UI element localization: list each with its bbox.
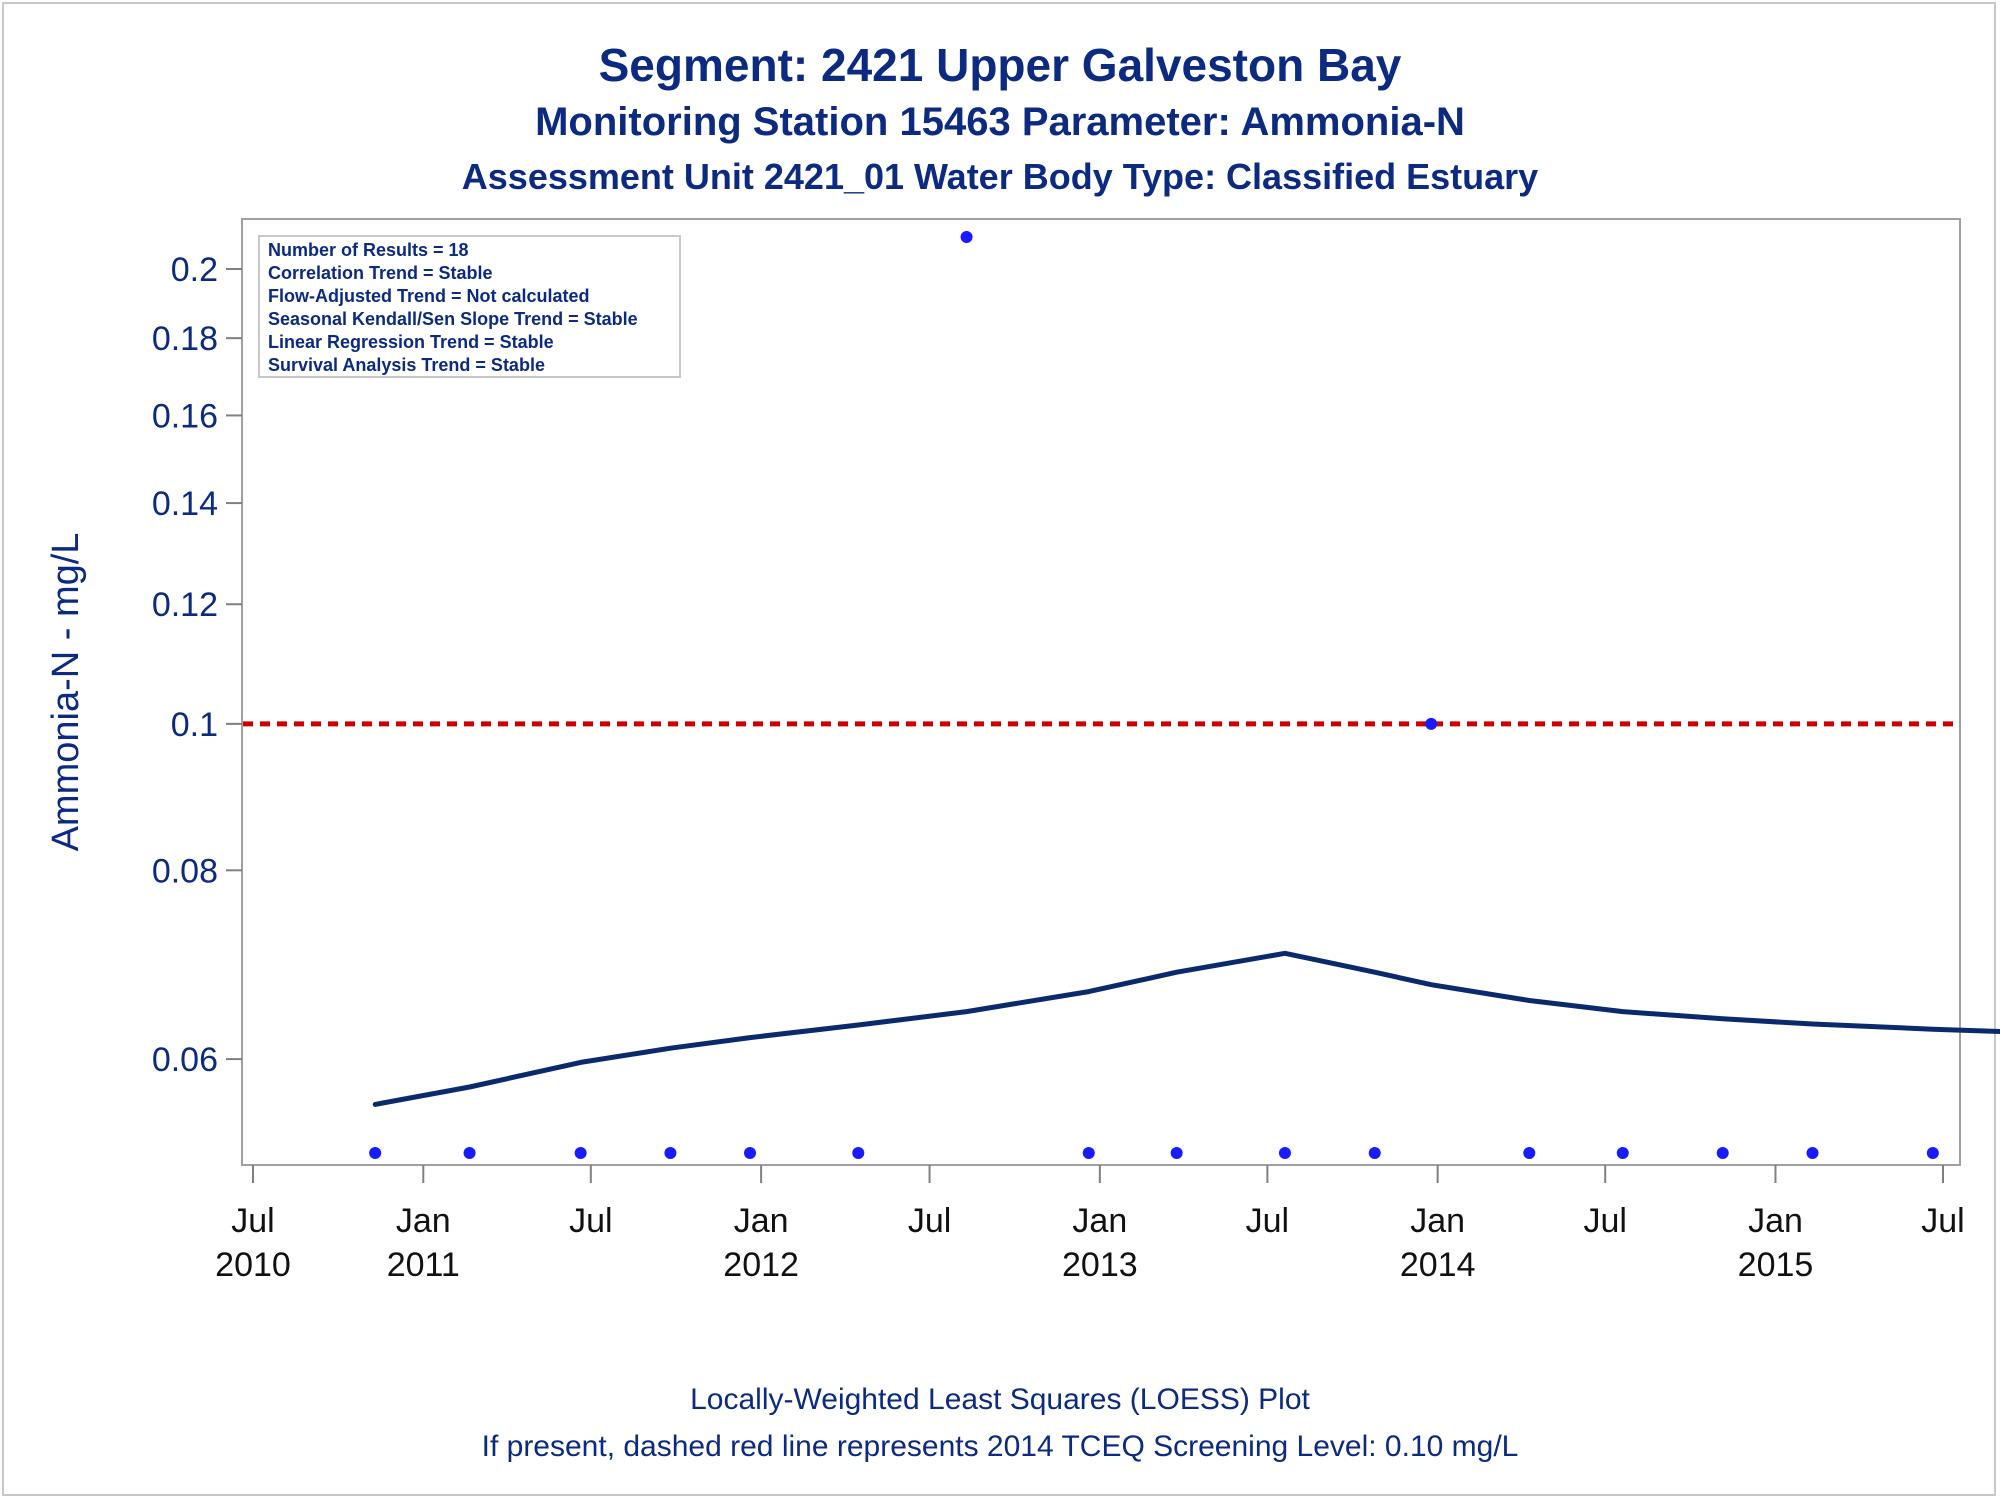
x-tick-year: 2011: [387, 1246, 460, 1284]
chart-subtitle-assessment: Assessment Unit 2421_01 Water Body Type:…: [461, 156, 1539, 197]
y-tick-label: 0.08: [152, 852, 218, 890]
y-tick-label: 0.18: [152, 320, 218, 358]
y-tick-label: 0.06: [152, 1041, 218, 1079]
loess-curve: [372, 950, 2000, 1107]
y-axis: 0.06 0.08 0.1 0.12 0.14 0.16 0.18 0.2: [152, 251, 242, 1079]
x-tick-year: 2015: [1738, 1246, 1814, 1284]
data-point: [369, 1147, 382, 1159]
info-box-line: Correlation Trend = Stable: [268, 263, 493, 283]
data-point: [1716, 1147, 1729, 1159]
data-point: [1368, 1147, 1381, 1159]
data-point: [1806, 1147, 1819, 1159]
x-tick-month: Jan: [734, 1202, 789, 1240]
x-tick-month: Jan: [1410, 1202, 1465, 1240]
points-layer: [369, 231, 1939, 1159]
loess-layer: [372, 950, 2000, 1107]
x-tick-month: Jul: [1246, 1202, 1289, 1240]
chart-title: Segment: 2421 Upper Galveston Bay: [598, 39, 1402, 91]
x-tick-month: Jan: [1072, 1202, 1127, 1240]
data-point: [1523, 1147, 1536, 1159]
y-tick-label: 0.14: [152, 485, 218, 523]
data-point: [1082, 1147, 1095, 1159]
info-box-line: Number of Results = 18: [268, 240, 469, 260]
x-tick-year: 2014: [1400, 1246, 1476, 1284]
x-tick-month: Jul: [231, 1202, 274, 1240]
x-tick-month: Jan: [396, 1202, 451, 1240]
trend-info-box: Number of Results = 18 Correlation Trend …: [258, 235, 681, 378]
data-point: [463, 1147, 476, 1159]
info-box-line: Survival Analysis Trend = Stable: [268, 355, 545, 375]
data-point: [1170, 1147, 1183, 1159]
x-tick-month: Jul: [1583, 1202, 1626, 1240]
y-tick-label: 0.16: [152, 397, 218, 435]
footnote-screening: If present, dashed red line represents 2…: [481, 1430, 1519, 1463]
x-tick-year: 2012: [723, 1246, 799, 1284]
data-point: [574, 1147, 587, 1159]
info-box-line: Linear Regression Trend = Stable: [268, 332, 554, 352]
info-box-line: Seasonal Kendall/Sen Slope Trend = Stabl…: [268, 309, 638, 329]
data-point: [852, 1147, 865, 1159]
data-point: [1926, 1147, 1939, 1159]
x-tick-year: 2010: [215, 1246, 291, 1284]
chart-subtitle-station: Monitoring Station 15463 Parameter: Ammo…: [535, 100, 1465, 144]
data-point: [1278, 1147, 1291, 1159]
data-point: [1425, 717, 1438, 730]
footnote-loess: Locally-Weighted Least Squares (LOESS) P…: [690, 1383, 1310, 1416]
x-axis: Jul 2010 Jan 2011 Jul Jan 2012 Jul Jan 2013 Jul Jan…: [215, 1165, 1965, 1284]
x-tick-year: 2013: [1062, 1246, 1138, 1284]
info-box-border: [258, 235, 681, 378]
x-tick-month: Jan: [1748, 1202, 1803, 1240]
y-tick-label: 0.12: [152, 586, 218, 624]
y-axis-label: Ammonia-N - mg/L: [45, 533, 87, 852]
y-tick-label: 0.2: [171, 251, 218, 289]
data-point: [744, 1147, 757, 1159]
plot-area: [241, 218, 1961, 1166]
x-tick-month: Jul: [1921, 1202, 1964, 1240]
x-tick-month: Jul: [908, 1202, 951, 1240]
data-point: [1616, 1147, 1629, 1159]
y-tick-label: 0.1: [171, 706, 218, 744]
data-point: [664, 1147, 677, 1159]
data-point: [960, 231, 973, 243]
info-box-line: Flow-Adjusted Trend = Not calculated: [268, 286, 590, 306]
x-tick-month: Jul: [569, 1202, 612, 1240]
